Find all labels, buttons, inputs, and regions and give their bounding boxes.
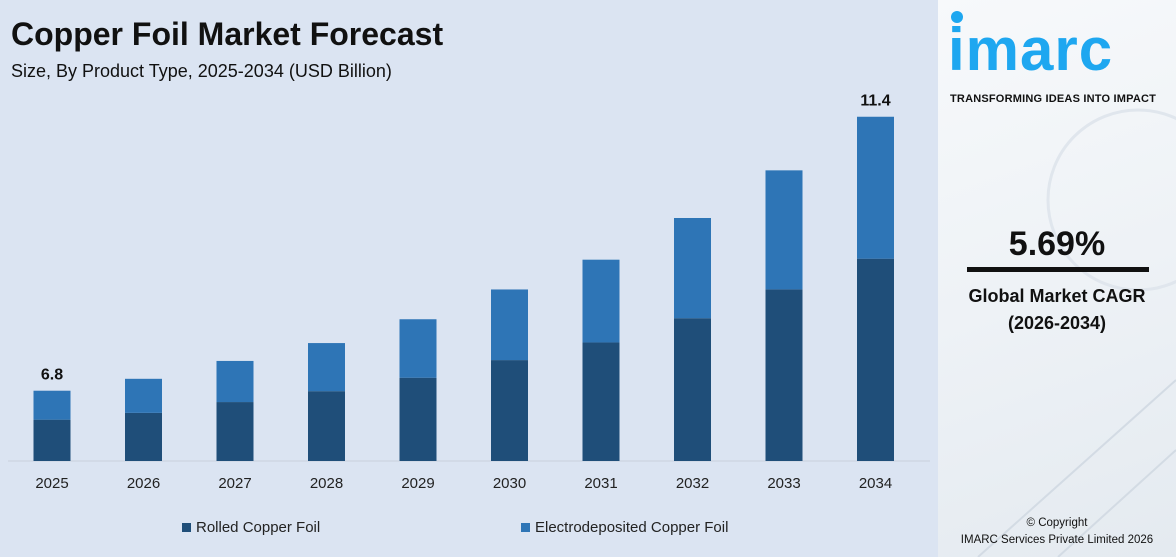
chart-area: Copper Foil Market Forecast Size, By Pro… xyxy=(8,16,930,536)
x-tick-label-2026: 2026 xyxy=(127,475,160,492)
chart-subtitle: Size, By Product Type, 2025-2034 (USD Bi… xyxy=(11,61,392,81)
bar-rolled-2033 xyxy=(765,289,803,461)
stacked-bar-chart: 2025 6.8 2026 2027 2028 2029 2030 2031 2032 2033 2… xyxy=(8,93,930,492)
bar-rolled-2027 xyxy=(216,402,254,461)
cagr-value: 5.69% xyxy=(1008,225,1106,263)
copyright-line1: © Copyright xyxy=(1026,517,1088,529)
chart-title: Copper Foil Market Forecast xyxy=(11,16,444,52)
legend-item-rolled: Rolled Copper Foil xyxy=(182,519,320,536)
bar-electrodeposited-2032 xyxy=(674,217,711,319)
side-panel: imarc TRANSFORMING IDEAS INTO IMPACT 5.6… xyxy=(938,0,1176,557)
bar-rolled-2031 xyxy=(582,342,620,461)
cagr-label-line2: (2026-2034) xyxy=(1007,313,1107,333)
bar-electrodeposited-2029 xyxy=(399,319,437,378)
bar-electrodeposited-2027 xyxy=(216,360,254,403)
bar-electrodeposited-2025 xyxy=(33,390,71,420)
imarc-logo: imarc xyxy=(948,16,1114,83)
x-tick-label-2033: 2033 xyxy=(767,475,800,492)
bar-electrodeposited-2030 xyxy=(491,289,528,361)
x-tick-label-2031: 2031 xyxy=(584,475,617,492)
cagr-divider xyxy=(967,267,1149,272)
bar-electrodeposited-2028 xyxy=(308,343,345,392)
x-tick-label-2027: 2027 xyxy=(218,475,251,492)
bar-rolled-2030 xyxy=(491,360,528,461)
bar-electrodeposited-2033 xyxy=(765,170,803,290)
bar-rolled-2025 xyxy=(33,419,71,461)
bar-electrodeposited-2034 xyxy=(857,116,894,259)
bar-electrodeposited-2026 xyxy=(125,378,162,413)
data-label-2025: 6.8 xyxy=(41,367,63,384)
x-tick-label-2030: 2030 xyxy=(493,475,526,492)
logo-dot xyxy=(951,11,963,23)
bar-electrodeposited-2031 xyxy=(582,259,620,343)
decor-line xyxy=(1057,449,1176,557)
bar-rolled-2028 xyxy=(308,391,345,461)
x-tick-label-2025: 2025 xyxy=(35,475,68,492)
legend-label-electrodeposited: Electrodeposited Copper Foil xyxy=(535,519,729,536)
x-tick-label-2028: 2028 xyxy=(310,475,343,492)
cagr-label-line1: Global Market CAGR xyxy=(968,286,1146,306)
bar-rolled-2032 xyxy=(674,318,711,461)
data-label-2034: 11.4 xyxy=(860,93,890,110)
background-decoration xyxy=(977,108,1176,557)
legend-swatch-electrodeposited xyxy=(521,523,530,532)
copyright: © Copyright IMARC Services Private Limit… xyxy=(938,515,1176,549)
decor-circle xyxy=(1046,108,1176,292)
cagr-label: Global Market CAGR (2026-2034) xyxy=(938,283,1176,337)
legend-label-rolled: Rolled Copper Foil xyxy=(196,519,321,536)
bar-rolled-2034 xyxy=(857,258,894,461)
x-tick-label-2032: 2032 xyxy=(676,475,709,492)
logo-tagline: TRANSFORMING IDEAS INTO IMPACT xyxy=(950,93,1157,105)
bar-rolled-2026 xyxy=(125,412,162,461)
copyright-line2: IMARC Services Private Limited 2026 xyxy=(960,534,1154,546)
legend-swatch-rolled xyxy=(182,523,191,532)
x-tick-label-2029: 2029 xyxy=(401,475,434,492)
decor-line xyxy=(977,379,1176,557)
bar-rolled-2029 xyxy=(399,377,437,461)
x-tick-label-2034: 2034 xyxy=(859,475,892,492)
legend-item-electrodeposited: Electrodeposited Copper Foil xyxy=(521,519,728,536)
